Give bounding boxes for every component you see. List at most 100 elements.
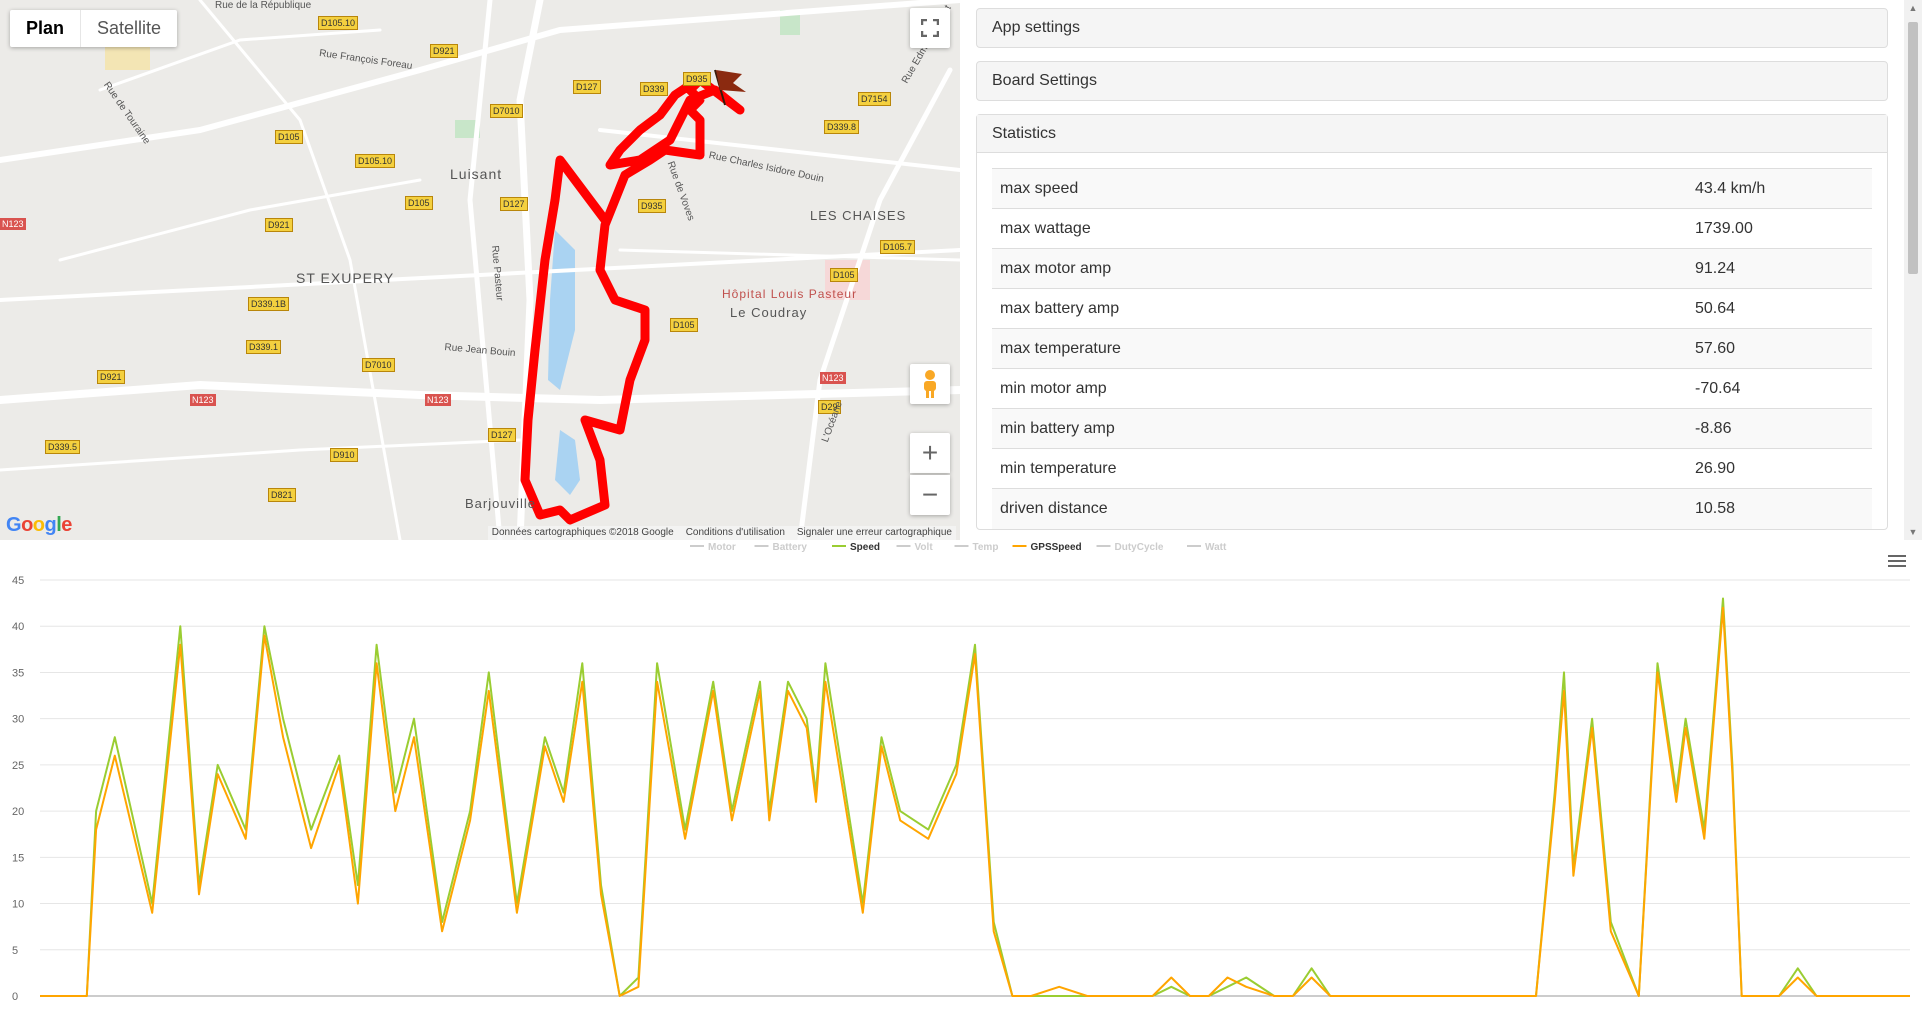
map-type-satellite[interactable]: Satellite [97, 18, 162, 38]
area-label: LES CHAISES [810, 208, 907, 223]
chart-svg: 0 5 10 15 20 25 30 35 40 45 Motor Battery Speed Volt T… [12, 542, 1910, 1003]
chart-menu-icon[interactable] [1888, 552, 1906, 570]
y-tick-label: 40 [12, 621, 24, 633]
area-label: Barjouville [465, 496, 536, 511]
legend-label: Watt [1205, 542, 1227, 553]
y-tick-label: 25 [12, 760, 24, 772]
statistics-body: max speed 43.4 km/h max wattage 1739.00 max … [977, 153, 1887, 529]
road-badge: D339.5 [45, 440, 81, 454]
zoom-in-button[interactable]: + [910, 433, 950, 473]
stat-value: 91.24 [1687, 248, 1872, 289]
stat-label: max wattage [992, 208, 1687, 249]
road-badge: D105 [670, 318, 698, 332]
road-badge: N123 [820, 372, 846, 384]
road-badge: D339.8 [824, 120, 860, 134]
road-badge: N123 [190, 394, 216, 406]
minus-icon: − [921, 479, 939, 510]
road-badge: D7154 [858, 92, 891, 106]
street-label: Rue de la République [215, 0, 312, 11]
road-badge: D105.10 [355, 154, 396, 168]
road-badge: N123 [0, 218, 26, 230]
road-badge: D339 [640, 82, 668, 96]
google-logo: Google [6, 514, 72, 536]
stat-row: max wattage 1739.00 [992, 208, 1872, 249]
legend-label: Motor [708, 542, 736, 553]
road-badge: D29 [818, 400, 841, 414]
stat-label: driven distance [992, 488, 1687, 529]
area-label: Le Coudray [730, 305, 808, 320]
stat-row: driven distance 10.58 [992, 488, 1872, 529]
legend-item[interactable]: Watt [1187, 542, 1227, 553]
area-label: Hôpital Louis Pasteur [722, 287, 858, 301]
speed-chart: 0 5 10 15 20 25 30 35 40 45 Motor Battery Speed Volt T… [0, 540, 1922, 1024]
legend-label: DutyCycle [1115, 542, 1164, 553]
stat-label: max speed [992, 168, 1687, 209]
road-badge: D127 [500, 197, 528, 211]
road-badge: D921 [265, 218, 293, 232]
y-tick-label: 0 [12, 991, 18, 1003]
page-scrollbar[interactable]: ▲ ▼ [1904, 0, 1922, 540]
map-type-plan[interactable]: Plan [10, 10, 82, 47]
legend-item[interactable]: Speed [832, 542, 880, 553]
stat-row: max motor amp 91.24 [992, 248, 1872, 289]
legend-label: Volt [915, 542, 934, 553]
scroll-down-icon[interactable]: ▼ [1908, 527, 1918, 537]
road-badge: D339.1B [248, 297, 290, 311]
statistics-section: Statistics max speed 43.4 km/h max wattage… [976, 114, 1888, 530]
stat-label: min motor amp [992, 368, 1687, 409]
y-tick-label: 20 [12, 806, 24, 818]
settings-panel: App settings Board Settings Statistics m… [976, 8, 1888, 540]
board-settings-header[interactable]: Board Settings [992, 72, 1097, 89]
stat-label: min battery amp [992, 408, 1687, 449]
street-view-button[interactable] [910, 364, 950, 404]
app-settings-section[interactable]: App settings [976, 8, 1888, 48]
stat-label: max battery amp [992, 288, 1687, 329]
report-error-link[interactable]: Signaler une erreur cartographique [796, 527, 952, 538]
legend-label: Battery [773, 542, 808, 553]
stat-value: -70.64 [1687, 368, 1872, 409]
road-badge: D127 [488, 428, 516, 442]
series-line-speed[interactable] [40, 597, 1910, 997]
stat-value: 43.4 km/h [1687, 168, 1872, 209]
stat-row: max temperature 57.60 [992, 328, 1872, 369]
zoom-out-button[interactable]: − [910, 475, 950, 515]
finish-flag-icon [714, 69, 746, 106]
legend-item[interactable]: Volt [896, 542, 934, 553]
road-badge: D921 [97, 370, 125, 384]
series-line-gpsspeed[interactable] [40, 606, 1910, 997]
statistics-header[interactable]: Statistics [977, 115, 1887, 153]
stat-value: -8.86 [1687, 408, 1872, 449]
terms-link[interactable]: Conditions d'utilisation [685, 527, 785, 538]
legend-item[interactable]: DutyCycle [1096, 542, 1164, 553]
road-badge: D910 [330, 448, 358, 462]
y-tick-label: 15 [12, 852, 24, 864]
legend-label: Temp [973, 542, 999, 553]
scrollbar-thumb[interactable] [1908, 22, 1918, 274]
legend-item[interactable]: Motor [690, 542, 736, 553]
app-settings-header[interactable]: App settings [992, 19, 1081, 36]
board-settings-section[interactable]: Board Settings [976, 61, 1888, 101]
map-canvas[interactable] [0, 0, 960, 540]
legend-item[interactable]: Temp [954, 542, 999, 553]
stat-label: min temperature [992, 448, 1687, 489]
road-badge: D105 [830, 268, 858, 282]
map-type-control: Plan Satellite [10, 10, 178, 47]
fullscreen-button[interactable] [910, 8, 950, 48]
road-badge: D821 [268, 488, 296, 502]
scroll-up-icon[interactable]: ▲ [1908, 3, 1918, 13]
y-tick-label: 30 [12, 714, 24, 726]
stat-row: max speed 43.4 km/h [992, 168, 1872, 209]
road-badge: D921 [430, 44, 458, 58]
legend-item[interactable]: Battery [754, 542, 808, 553]
map-view[interactable]: D105.10 D921 D127 D339 D935 D7154 D339.8 D7010 D… [0, 0, 960, 540]
pegman-icon [924, 370, 936, 398]
y-tick-label: 45 [12, 575, 24, 587]
road-badge: D105.7 [880, 240, 916, 254]
legend-label: Speed [850, 542, 880, 553]
stat-row: min battery amp -8.86 [992, 408, 1872, 449]
stat-value: 1739.00 [1687, 208, 1872, 249]
stat-value: 57.60 [1687, 328, 1872, 369]
legend-item[interactable]: GPSSpeed [1012, 542, 1082, 553]
area-label: Luisant [450, 166, 503, 182]
